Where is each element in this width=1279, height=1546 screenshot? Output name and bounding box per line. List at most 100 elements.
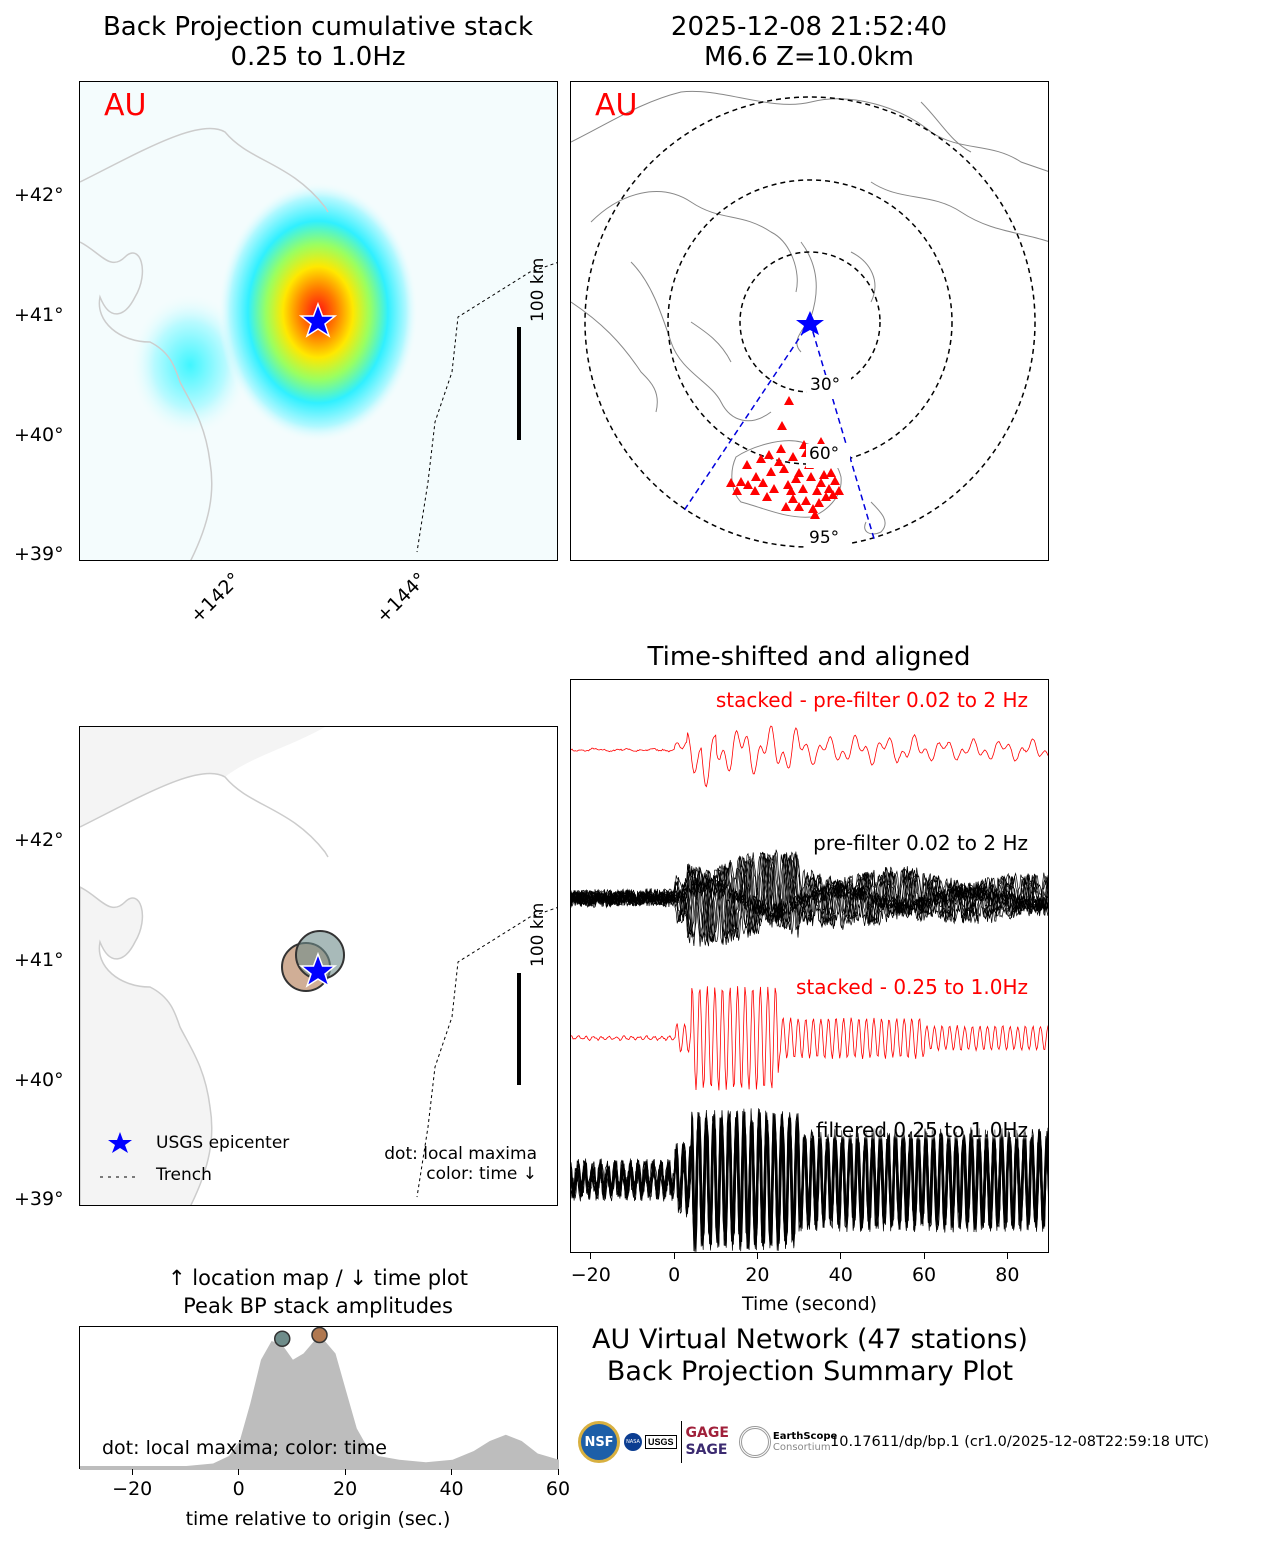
usgs-logo: USGS [645, 1435, 677, 1449]
prefilter-trace [571, 857, 1048, 943]
label-filtered: filtered 0.25 to 1.0Hz [815, 1118, 1028, 1142]
trace-x-tick-label: 80 [995, 1264, 1020, 1286]
peak-map-scale-label: 100 km [528, 902, 548, 967]
bp-map-network-label: AU [104, 88, 147, 123]
epicenter-star-icon [298, 301, 338, 338]
station-marker [736, 477, 746, 486]
station-marker [784, 396, 794, 405]
station-marker [830, 476, 840, 485]
station-marker [812, 486, 822, 495]
amp-maxima-dots [273, 1326, 328, 1347]
label-stacked-broad: stacked - pre-filter 0.02 to 2 Hz [715, 688, 1028, 712]
station-marker [826, 468, 836, 477]
consortium-logo-text: Consortium [772, 1442, 831, 1453]
bp-map-title: Back Projection cumulative stack 0.25 to… [78, 12, 558, 72]
azimuth-lines [682, 321, 876, 543]
bp-lat-tick-40: +40° [14, 424, 64, 446]
coastline-west [80, 241, 213, 560]
prefilter-trace [571, 852, 1048, 945]
station-marker [762, 492, 772, 501]
trace-stacked-broadband [571, 725, 1048, 788]
amp-x-tick-label: 60 [545, 1478, 571, 1500]
amp-maximum-dot [273, 1330, 291, 1347]
trench-line [416, 262, 557, 553]
station-marker [791, 474, 801, 483]
station-marker [764, 450, 774, 459]
nsf-logo-icon: NSF [578, 1421, 620, 1463]
station-map-epicenter-star-icon [796, 311, 824, 335]
peak-trench-line [416, 907, 557, 1198]
station-marker [750, 486, 760, 495]
bp-map-title-line2: 0.25 to 1.0Hz [230, 42, 406, 72]
traces-xlabel: Time (second) [741, 1293, 878, 1315]
station-marker [776, 444, 786, 453]
peak-coastline-north [80, 772, 329, 858]
amp-x-tick-label: 20 [333, 1478, 358, 1500]
filtered-trace [571, 1110, 1048, 1252]
amp-area [80, 1341, 559, 1470]
gage-sage-logo: GAGE SAGE [686, 1425, 729, 1459]
station-map-title-line2: M6.6 Z=10.0km [704, 42, 914, 72]
station-marker [824, 484, 834, 493]
bp-map-scale-label: 100 km [528, 257, 548, 322]
amp-plot-xlabel: time relative to origin (sec.) [185, 1508, 451, 1530]
station-marker [783, 480, 793, 489]
prefilter-trace [571, 854, 1048, 947]
peak-map-panel: 100 km USGS epicenter Trench dot: local … [79, 726, 558, 1206]
trace-x-tick-label: 0 [668, 1264, 681, 1286]
land-west [80, 886, 213, 1205]
earthscope-logo-icon [738, 1426, 771, 1458]
amp-plot-title-line2: Peak BP stack amplitudes [183, 1294, 453, 1318]
trace-x-tick-label: 20 [745, 1264, 770, 1286]
peak-lat-tick-39: +39° [14, 1188, 64, 1210]
peak-map-note-line1: dot: local maxima [384, 1144, 537, 1164]
amp-x-tick-mark [451, 1469, 453, 1475]
peak-epicenter-star-icon [298, 951, 338, 988]
station-map-svg [571, 90, 1048, 551]
station-marker [810, 510, 820, 519]
station-marker [743, 480, 753, 489]
summary-line1: AU Virtual Network (47 stations) [592, 1324, 1028, 1355]
station-map-title-line1: 2025-12-08 21:52:40 [670, 12, 948, 42]
ring-label-60: 60° [809, 444, 840, 464]
peak-map-note: dot: local maxima color: time ↓ [384, 1144, 537, 1184]
station-map-network-label: AU [595, 88, 638, 123]
station-marker [788, 452, 798, 461]
filtered-trace [571, 1108, 1048, 1251]
peak-lat-tick-41: +41° [14, 949, 64, 971]
peak-lat-tick-40: +40° [14, 1069, 64, 1091]
trace-x-tick-label: 40 [828, 1264, 853, 1286]
citation-text: 10.17611/dp/bp.1 (cr1.0/2025-12-08T22:59… [830, 1434, 1210, 1450]
nasa-logo-icon: NASA [624, 1433, 642, 1451]
stacked-broad-trace [571, 725, 1048, 788]
station-marker [769, 484, 779, 493]
station-marker [726, 478, 736, 487]
trace-stacked-band [571, 986, 1048, 1091]
stations [726, 396, 844, 519]
trace-x-tick-mark [673, 1253, 675, 1259]
earthscope-logo: EarthScope Consortium [773, 1431, 837, 1453]
amp-x-tick-mark [557, 1469, 559, 1475]
trace-prefilter-bundle [571, 849, 1048, 947]
station-map-title: 2025-12-08 21:52:40 M6.6 Z=10.0km [570, 12, 1048, 72]
station-marker [777, 421, 787, 430]
station-marker [732, 486, 742, 495]
bp-lat-tick-41: +41° [14, 304, 64, 326]
station-marker [742, 460, 752, 469]
traces-title: Time-shifted and aligned [647, 642, 971, 672]
legend-trench-label: Trench [156, 1165, 212, 1185]
ring-label-95: 95° [809, 528, 840, 548]
station-marker [806, 472, 816, 481]
station-marker [751, 472, 761, 481]
amp-x-tick-label: −20 [112, 1478, 153, 1500]
amp-x-tick-label: 0 [232, 1478, 245, 1500]
amp-x-tick-mark [344, 1469, 346, 1475]
station-marker [794, 502, 804, 511]
trace-x-tick-mark [590, 1253, 592, 1259]
peak-map-svg [80, 727, 557, 1205]
station-marker [816, 478, 826, 487]
bp-lat-tick-39: +39° [14, 543, 64, 565]
coastline-north [80, 127, 329, 213]
station-marker [779, 464, 789, 473]
bp-lat-tick-42: +42° [14, 184, 64, 206]
